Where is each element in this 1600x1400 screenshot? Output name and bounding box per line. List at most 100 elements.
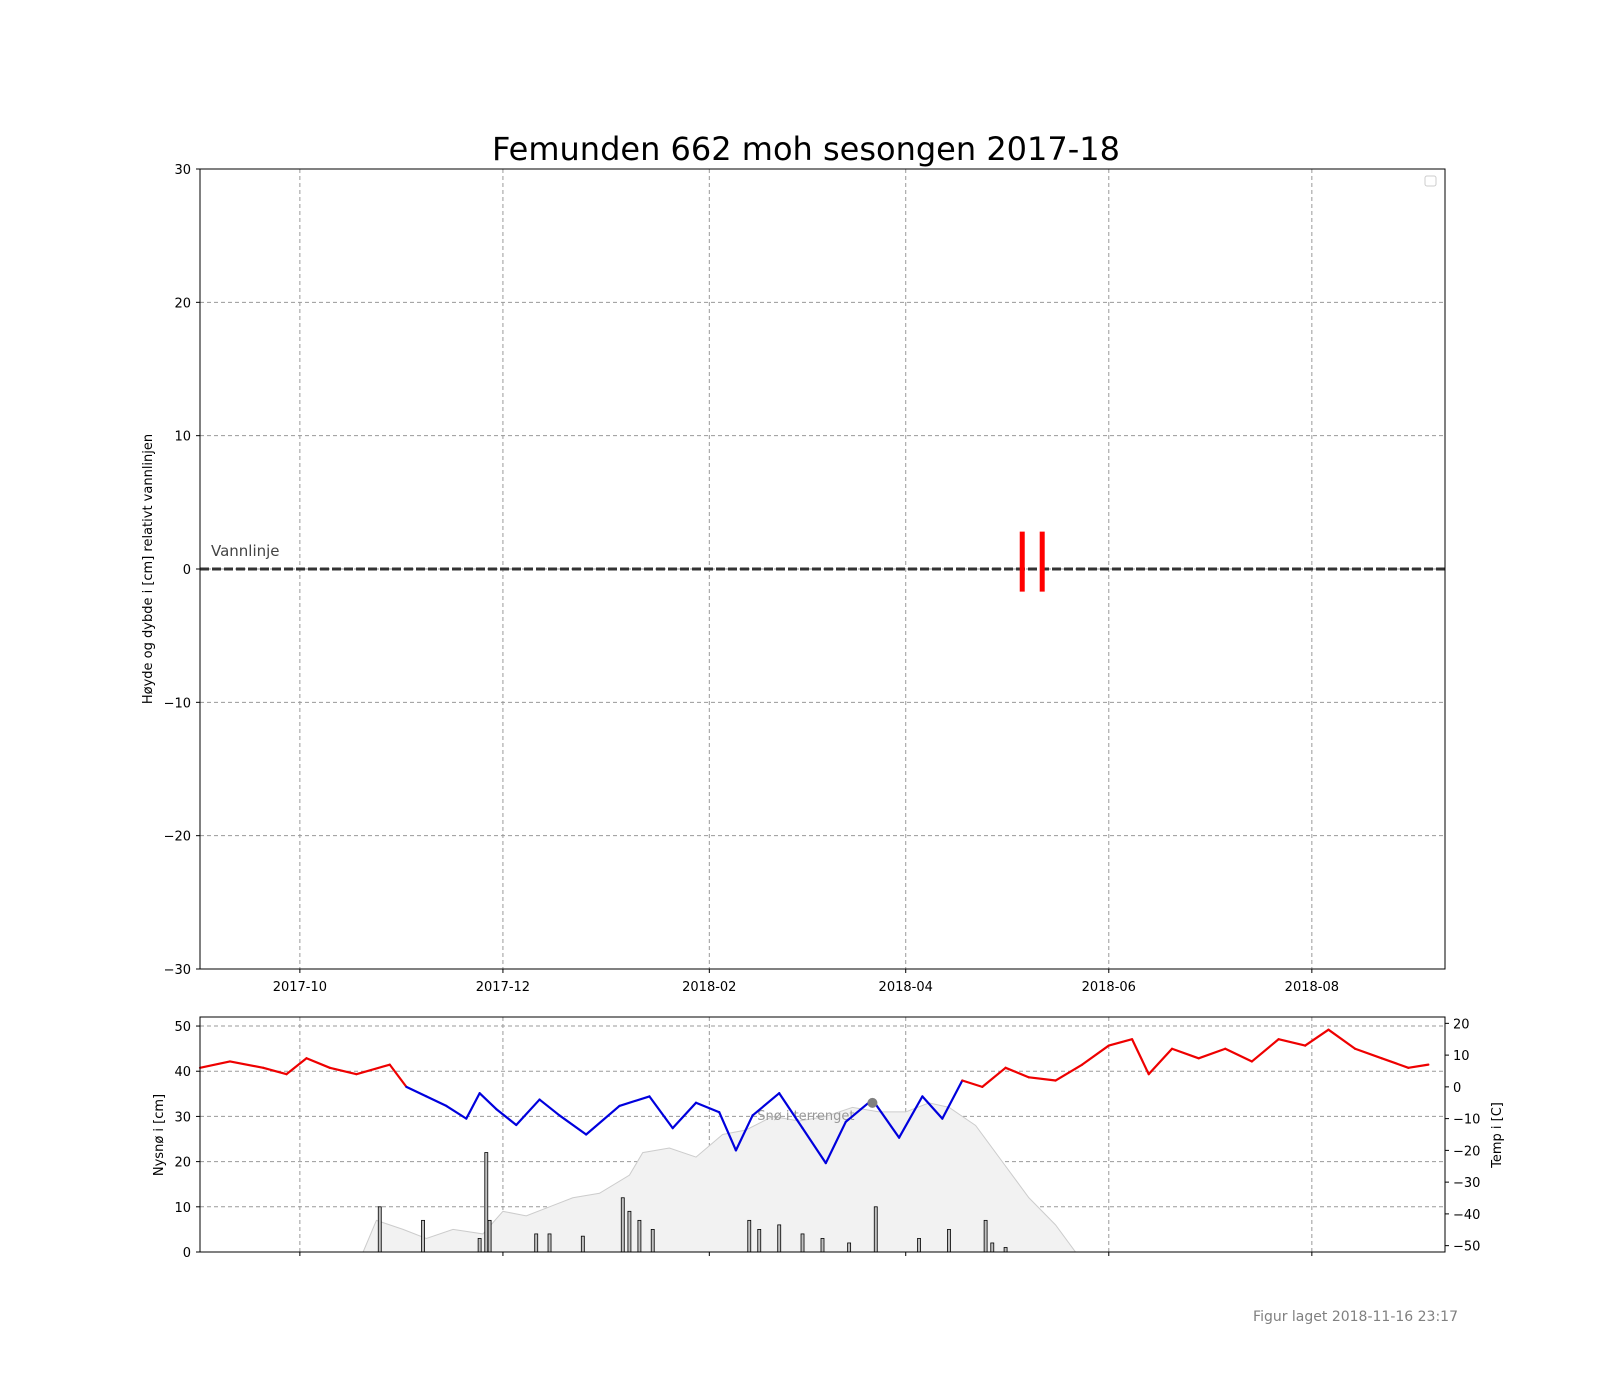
lower-y-tick-label: 10 (174, 1201, 191, 1216)
temperature-segment (495, 1107, 518, 1127)
temperature-segment (285, 1057, 308, 1076)
lower-y2-tick-label: −20 (1453, 1144, 1480, 1159)
new-snow-bar (757, 1229, 762, 1253)
temperature-segment (1170, 1047, 1200, 1060)
lower-y-tick-label: 20 (174, 1156, 191, 1171)
new-snow-bar (777, 1224, 782, 1253)
new-snow-bar (421, 1219, 425, 1253)
lower-y-tick-label: 40 (174, 1065, 191, 1080)
created-timestamp: Figur laget 2018-11-16 23:17 (1253, 1309, 1458, 1325)
lower-y2-tick-label: 10 (1453, 1049, 1470, 1064)
lower-gridlines (200, 1017, 1445, 1252)
new-snow-bar (800, 1233, 805, 1253)
lower-y2-ticks: 20 10 0 −10 −20 −30 −40 −50 (1445, 1017, 1480, 1255)
lower-y-tick-label: 30 (174, 1110, 191, 1125)
temperature-segment (445, 1104, 468, 1120)
new-snow-bar (580, 1235, 585, 1253)
temperature-segment (981, 1066, 1007, 1088)
temperature-segment (1354, 1047, 1383, 1060)
new-snow-bar (547, 1233, 552, 1253)
temperature-segment (328, 1066, 358, 1076)
lower-chart: Snø i terrenget 0 10 20 30 40 50 20 10 0 −10 −20 −… (152, 1016, 1505, 1261)
new-snow-bar (637, 1219, 642, 1253)
main-chart: Vannlinje 30 20 10 0 −10 −20 −30 2017-10 2017-1… (141, 163, 1446, 995)
temperature-segment (694, 1101, 721, 1114)
lower-y2-tick-label: −10 (1453, 1113, 1480, 1128)
new-snow-bar (873, 1206, 878, 1253)
temperature-segment (1027, 1076, 1057, 1082)
main-y-tick-label: 30 (174, 163, 191, 178)
main-x-tick-label: 2017-10 (273, 980, 327, 995)
temperature-segment (262, 1066, 288, 1076)
main-y-tick-label: −20 (164, 830, 191, 845)
temperature-segment (305, 1057, 331, 1069)
temperature-segment (1277, 1038, 1307, 1047)
lower-y-tick-label: 0 (183, 1246, 191, 1261)
new-snow-bar (983, 1219, 988, 1253)
lower-plot-frame (199, 1016, 1446, 1253)
temperature-segment (585, 1104, 621, 1136)
legend-box (1424, 175, 1437, 187)
temperature-segment (1107, 1038, 1134, 1047)
temperature-segment (618, 1095, 651, 1108)
temperature-segment (1250, 1038, 1280, 1063)
temperature-segment (751, 1092, 781, 1117)
temperature-segment (921, 1095, 944, 1120)
temperature-segment (671, 1101, 698, 1130)
lower-y2-tick-label: 20 (1453, 1017, 1470, 1032)
temperature-segment (478, 1092, 498, 1111)
lower-y2-tick-label: −30 (1453, 1176, 1480, 1191)
main-y-tick-label: 20 (174, 296, 191, 311)
main-y-tick-label: −30 (164, 963, 191, 978)
new-snow-bar (847, 1242, 852, 1253)
temperature-segment (355, 1063, 391, 1076)
snow-depth-label: Snø i terrenget (757, 1109, 854, 1124)
new-snow-bar (484, 1152, 489, 1253)
temperature-segment (405, 1085, 428, 1098)
lower-y2-tick-label: 0 (1453, 1081, 1461, 1096)
temperature-segment (801, 1127, 827, 1165)
temperature-segment (1147, 1047, 1174, 1076)
main-y-tick-label: −10 (164, 696, 191, 711)
new-snow-bar (1003, 1247, 1008, 1253)
ice-markers (1019, 531, 1045, 592)
main-y-tick-label: 10 (174, 430, 191, 445)
temperature-segment (1081, 1044, 1110, 1066)
temperature-segment (1197, 1047, 1227, 1060)
temperature-segment (718, 1111, 738, 1152)
lower-y2-tick-label: −50 (1453, 1240, 1480, 1255)
temperature-segment (941, 1079, 964, 1120)
chart-title: Femunden 662 moh sesongen 2017-18 (492, 130, 1120, 168)
main-y-ticks: 30 20 10 0 −10 −20 −30 (164, 163, 200, 978)
temperature-segment (1407, 1063, 1430, 1069)
lower-y-axis-label: Nysnø i [cm] (152, 1094, 167, 1176)
new-snow-bar (487, 1219, 492, 1253)
lower-y-tick-label: 50 (174, 1020, 191, 1035)
temperature-segment (734, 1114, 754, 1152)
main-x-tick-label: 2018-06 (1082, 980, 1136, 995)
main-x-tick-label: 2017-12 (476, 980, 530, 995)
waterline-label: Vannlinje (211, 542, 280, 560)
new-snow-bar (947, 1229, 951, 1253)
temperature-segment (648, 1095, 674, 1130)
main-y-axis-label: Høyde og dybde i [cm] relativt vannlinje… (141, 434, 156, 704)
temperature-segment (778, 1092, 804, 1130)
main-x-tick-label: 2018-08 (1285, 980, 1339, 995)
new-snow-bar (627, 1210, 632, 1253)
temperature-segment (824, 1120, 847, 1165)
temperature-segment (1054, 1063, 1084, 1082)
lower-y2-tick-label: −40 (1453, 1208, 1480, 1223)
temperature-line (198, 1028, 1430, 1165)
temperature-segment (425, 1095, 448, 1108)
new-snow-bar (820, 1238, 825, 1253)
new-snow-bar (534, 1233, 539, 1253)
main-y-tick-label: 0 (183, 563, 191, 578)
new-snow-bar (477, 1238, 482, 1253)
temperature-segment (388, 1063, 408, 1088)
temperature-segment (515, 1098, 541, 1127)
temperature-segment (1130, 1038, 1150, 1076)
temperature-segment (1004, 1066, 1030, 1079)
new-snow-bar (747, 1219, 752, 1253)
temperature-segment (961, 1079, 984, 1088)
